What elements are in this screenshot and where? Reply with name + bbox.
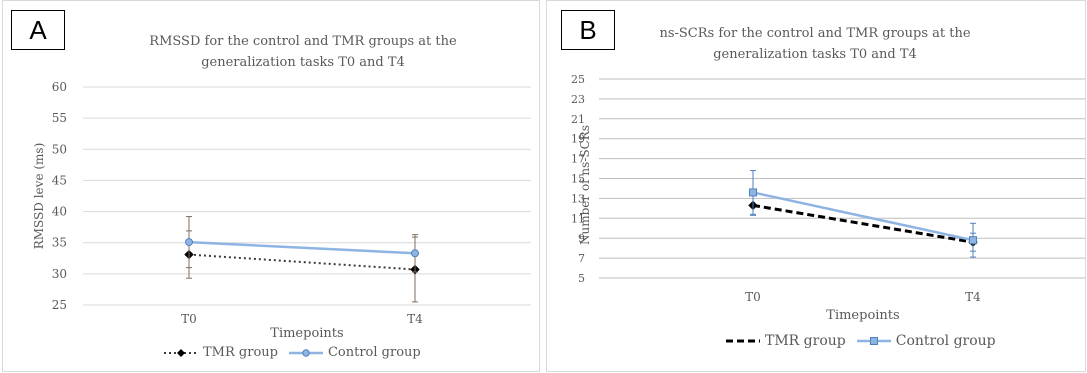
x-tick-label: T0 [181,312,197,326]
legend-swatch-tmr [726,339,760,343]
y-tick-label: 40 [52,205,67,219]
x-tick-label: T0 [745,290,761,304]
chart-plot-area: 25 30 35 40 45 50 55 60 T0 T4 Timepoints RMSSD leve… [32,80,531,341]
y-tick-label: 5 [578,272,585,285]
y-axis-title: RMSSD leve (ms) [32,143,46,250]
y-tick-label: 17 [571,153,585,166]
chart-title-line-1: ns-SCRs for the control and TMR groups a… [659,26,971,41]
y-tick-label: 30 [52,267,67,281]
y-tick-label: 9 [578,232,585,245]
chart-title-line-2: generalization tasks T0 and T4 [201,55,405,70]
legend-item-tmr: TMR group [725,333,846,349]
x-axis-title: Timepoints [270,326,343,341]
series-line-tmr [752,203,974,244]
chart-title-line-2: generalization tasks T0 and T4 [713,47,917,62]
chart-legend: TMR group Control group [725,333,996,349]
x-tick-label: T4 [407,312,423,326]
y-tick-label: 50 [52,142,67,156]
x-tick-label: T4 [965,290,981,304]
legend-item-tmr: TMR group [163,345,278,360]
chart-legend: TMR group Control group [163,345,421,360]
legend-label-tmr: TMR group [203,345,278,360]
legend-swatch-tmr [164,348,198,357]
y-tick-label: 15 [571,173,585,186]
data-point-control [411,249,419,258]
y-tick-label: 45 [52,173,67,187]
y-tick-label: 23 [571,93,585,106]
y-tick-label: 25 [52,298,67,312]
y-axis-title: Number of ns-SCRs [578,125,592,245]
legend-swatch-control [856,337,891,345]
data-point-control [185,238,193,247]
panel-label: B [561,10,615,50]
y-tick-label: 60 [52,80,67,94]
y-tick-label: 35 [52,236,67,250]
chart-panel-a: 25 30 35 40 45 50 55 60 T0 T4 Timepoints RMSSD leve… [2,0,540,372]
chart-title: ns-SCRs for the control and TMR groups a… [605,23,1025,65]
series-line-control [752,191,974,242]
chart-title-line-1: RMSSD for the control and TMR groups at … [149,34,457,49]
data-point-control [749,188,757,197]
data-point-control [969,236,977,245]
y-tick-label: 25 [571,73,585,86]
legend-swatch-control [288,348,323,357]
y-tick-label: 7 [578,252,585,265]
series-line-control [188,240,416,255]
y-tick-label: 13 [571,192,585,205]
chart-plot-area: 5 7 9 11 13 15 17 19 21 23 25 T0 T4 Timepoints Number … [571,73,1085,323]
x-axis-title: Timepoints [826,308,899,323]
legend-item-control: Control group [288,345,421,360]
legend-label-control: Control group [327,345,421,360]
y-tick-label: 19 [571,133,585,146]
legend-label-tmr: TMR group [765,333,846,349]
chart-title: RMSSD for the control and TMR groups at … [113,31,493,73]
chart-panel-b: 5 7 9 11 13 15 17 19 21 23 25 T0 T4 Timepoints Number … [546,0,1086,372]
series-line-tmr [188,253,416,271]
y-tick-label: 55 [52,111,67,125]
y-tick-label: 21 [571,113,585,126]
y-tick-label: 11 [571,212,585,225]
legend-label-control: Control group [895,333,996,349]
panel-label: A [11,10,65,50]
legend-item-control: Control group [856,333,996,349]
